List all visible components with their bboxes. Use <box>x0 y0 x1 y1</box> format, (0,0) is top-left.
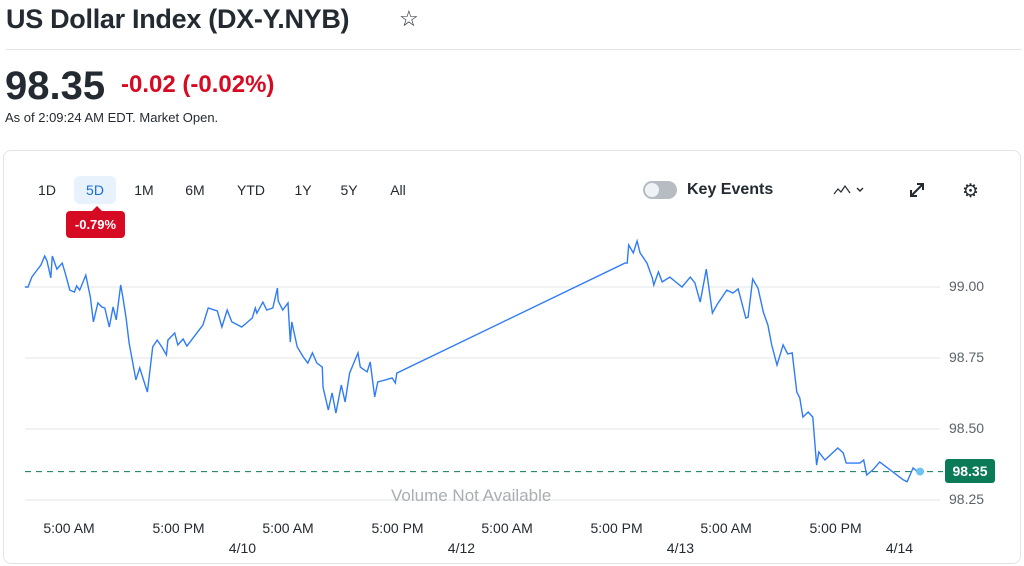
range-button-1m[interactable]: 1M <box>134 182 154 198</box>
divider <box>6 49 1021 50</box>
toggle-knob <box>645 183 659 197</box>
x-tick-label: 5:00 AM <box>481 520 533 536</box>
y-tick-label: 98.50 <box>949 420 985 436</box>
y-tick-label: 98.75 <box>949 349 985 365</box>
range-button-1d[interactable]: 1D <box>38 182 56 198</box>
range-button-1y[interactable]: 1Y <box>294 182 312 198</box>
current-point <box>916 467 925 476</box>
x-tick-label: 5:00 PM <box>371 520 424 536</box>
page-title: US Dollar Index (DX-Y.NYB) <box>6 4 350 34</box>
change-value: -0.02 <box>121 71 176 98</box>
volume-note: Volume Not Available <box>391 486 552 505</box>
range-button-all[interactable]: All <box>390 182 406 198</box>
range-button-ytd[interactable]: YTD <box>237 182 265 198</box>
date-label: 4/14 <box>885 540 914 556</box>
change-percent: (-0.02%) <box>182 71 275 98</box>
gear-icon[interactable]: ⚙ <box>962 181 980 202</box>
current-value-label: 98.35 <box>945 459 995 483</box>
range-button-5y[interactable]: 5Y <box>340 182 358 198</box>
chevron-down-icon <box>856 187 864 192</box>
x-tick-label: 5:00 AM <box>43 520 95 536</box>
as-of-timestamp: As of 2:09:24 AM EDT. Market Open. <box>5 110 219 125</box>
y-tick-label: 99.00 <box>949 278 985 294</box>
chart-type-button[interactable] <box>832 180 866 205</box>
date-label: 4/10 <box>228 540 257 556</box>
x-tick-label: 5:00 PM <box>152 520 205 536</box>
chart-card <box>3 150 1021 564</box>
date-label: 4/12 <box>447 540 476 556</box>
x-tick-label: 5:00 PM <box>809 520 862 536</box>
expand-button[interactable] <box>908 181 926 204</box>
star-icon[interactable]: ☆ <box>399 6 419 31</box>
price-line <box>24 238 920 483</box>
key-events-toggle[interactable] <box>643 181 677 199</box>
y-tick-label: 98.25 <box>949 491 985 507</box>
price-change: -0.02 (-0.02%) <box>121 71 274 99</box>
chart-type-icon <box>833 184 864 195</box>
key-events-label: Key Events <box>687 181 774 198</box>
expand-icon <box>910 183 924 197</box>
x-tick-label: 5:00 PM <box>590 520 643 536</box>
range-button-5d[interactable]: 5D <box>74 176 116 204</box>
x-tick-label: 5:00 AM <box>700 520 752 536</box>
range-change-badge: -0.79% <box>66 206 125 238</box>
date-label: 4/13 <box>666 540 695 556</box>
range-button-6m[interactable]: 6M <box>185 182 205 198</box>
current-price: 98.35 <box>5 64 106 108</box>
x-tick-label: 5:00 AM <box>262 520 314 536</box>
